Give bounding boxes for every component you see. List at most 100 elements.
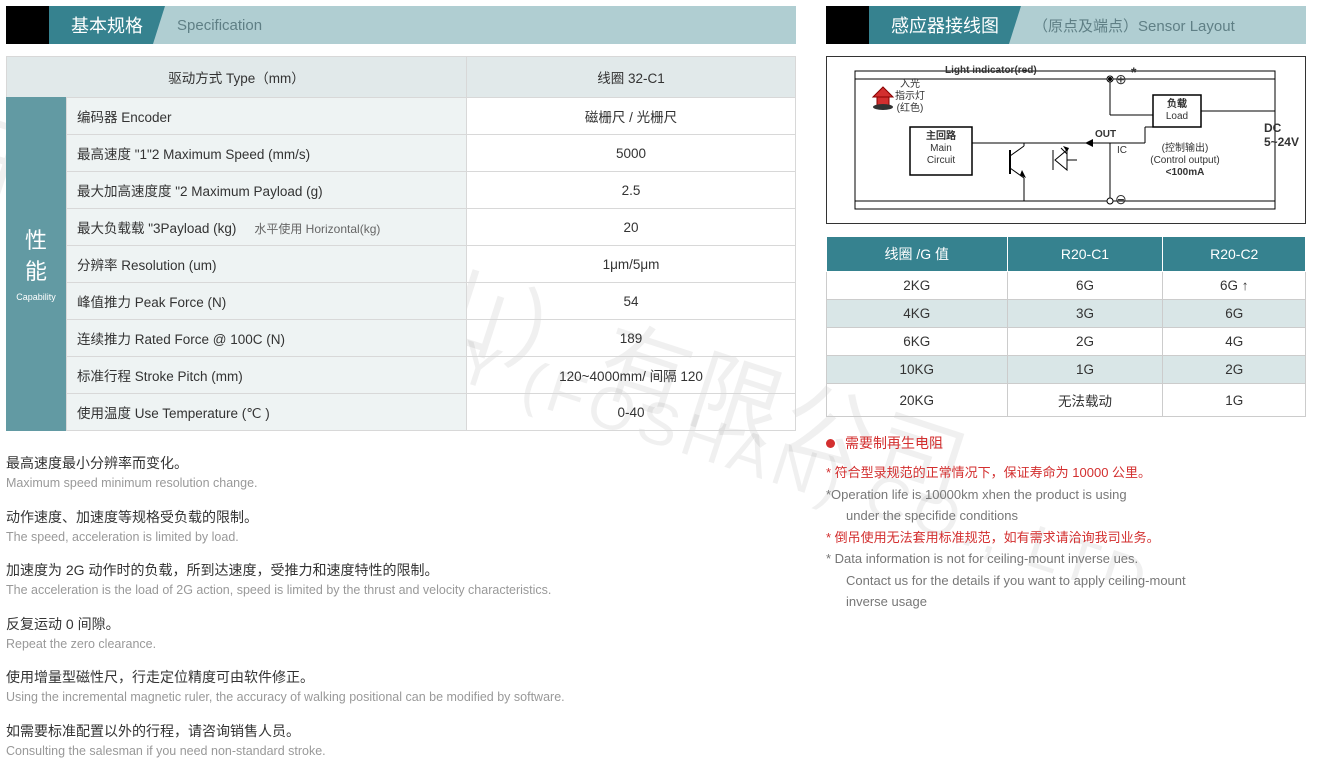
- diag-main-cn: 主回路: [915, 131, 967, 143]
- sensor-layout-section: 感应器接线图 （原点及端点）Sensor Layout: [826, 6, 1306, 774]
- coil-cell: 4G: [1163, 328, 1306, 356]
- note-en: The speed, acceleration is limited by lo…: [6, 529, 796, 547]
- coil-header: 线圈 /G 值: [827, 237, 1008, 272]
- spec-row-label: 最大负载载 "3Payload (kg) 水平使用 Horizontal(kg): [67, 209, 467, 246]
- capability-sidebar: 性能 Capability: [6, 97, 66, 431]
- note-cn: 最高速度最小分辨率而变化。: [6, 453, 796, 474]
- note-block: 如需要标准配置以外的行程，请咨询销售人员。Consulting the sale…: [6, 721, 796, 761]
- note-block: 动作速度、加速度等规格受负载的限制。The speed, acceleratio…: [6, 507, 796, 547]
- coil-g-table: 线圈 /G 值R20-C1R20-C22KG6G6G ↑4KG3G6G6KG2G…: [826, 236, 1306, 417]
- spec-row-label: 最大加高速度度 "2 Maximum Payload (g): [67, 172, 467, 209]
- right-note-line: * 倒吊使用无法套用标准规范，如有需求请洽询我司业务。: [826, 528, 1306, 548]
- spec-row-value: 189: [467, 320, 796, 357]
- right-note-line: * Data information is not for ceiling-mo…: [826, 549, 1306, 569]
- diag-ctrl-cn: (控制输出): [1135, 143, 1235, 155]
- coil-cell: 6G ↑: [1163, 272, 1306, 300]
- header-black-block: [826, 6, 870, 44]
- coil-header: R20-C1: [1007, 237, 1163, 272]
- spec-row-value: 0-40: [467, 394, 796, 431]
- spec-row-label: 连续推力 Rated Force @ 100C (N): [67, 320, 467, 357]
- sensor-header-cn: 感应器接线图: [869, 6, 1021, 44]
- coil-cell: 1G: [1163, 384, 1306, 417]
- spec-row-value: 2.5: [467, 172, 796, 209]
- note-block: 加速度为 2G 动作时的负载，所到达速度，受推力和速度特性的限制。The acc…: [6, 560, 796, 600]
- spec-head-value: 线圈 32-C1: [467, 57, 796, 98]
- spec-header-cn: 基本规格: [49, 6, 165, 44]
- coil-cell: 6G: [1007, 272, 1163, 300]
- spec-row-label: 标准行程 Stroke Pitch (mm): [67, 357, 467, 394]
- note-cn: 如需要标准配置以外的行程，请咨询销售人员。: [6, 721, 796, 742]
- diag-dcv: 5~24V: [1264, 135, 1299, 149]
- regen-resistor-text: 需要制再生电阻: [845, 433, 943, 453]
- spec-notes: 最高速度最小分辨率而变化。Maximum speed minimum resol…: [6, 453, 796, 760]
- capability-cn: 性能: [25, 226, 47, 288]
- note-block: 反复运动 0 间隙。Repeat the zero clearance.: [6, 614, 796, 654]
- coil-cell: 3G: [1007, 300, 1163, 328]
- sensor-diagram: Light indicator(red) 入光 指示灯 (红色) 主回路 Mai…: [826, 56, 1306, 224]
- diag-light-indicator: Light indicator(red): [945, 65, 1037, 77]
- regen-resistor-note: 需要制再生电阻: [826, 433, 1306, 453]
- bullet-icon: [826, 439, 835, 448]
- right-note-line: under the specifide conditions: [826, 506, 1306, 526]
- coil-cell: 1G: [1007, 356, 1163, 384]
- diag-plus: ⊕: [1115, 71, 1127, 88]
- right-note-line: * 符合型录规范的正常情况下，保证寿命为 10000 公里。: [826, 463, 1306, 483]
- diag-minus: ⊖: [1115, 191, 1127, 208]
- spec-row-value: 54: [467, 283, 796, 320]
- diag-load-cn: 负载: [1157, 99, 1197, 111]
- note-cn: 反复运动 0 间隙。: [6, 614, 796, 635]
- note-block: 使用增量型磁性尺，行走定位精度可由软件修正。Using the incremen…: [6, 667, 796, 707]
- diag-out: OUT: [1095, 129, 1116, 141]
- spec-row-label: 分辨率 Resolution (um): [67, 246, 467, 283]
- coil-cell: 2KG: [827, 272, 1008, 300]
- spec-section-header: 基本规格 Specification: [6, 6, 796, 44]
- note-en: Using the incremental magnetic ruler, th…: [6, 689, 796, 707]
- note-block: 最高速度最小分辨率而变化。Maximum speed minimum resol…: [6, 453, 796, 493]
- diag-light-cn2: 指示灯: [895, 91, 925, 103]
- specification-section: 基本规格 Specification 驱动方式 Type（mm） 线圈 32-C…: [6, 6, 796, 774]
- note-cn: 加速度为 2G 动作时的负载，所到达速度，受推力和速度特性的限制。: [6, 560, 796, 581]
- spec-row-label: 峰值推力 Peak Force (N): [67, 283, 467, 320]
- spec-body-table: 编码器 Encoder磁栅尺 / 光栅尺最高速度 "1"2 Maximum Sp…: [66, 97, 796, 431]
- note-en: Consulting the salesman if you need non-…: [6, 743, 796, 761]
- diag-light-cn1: 入光: [895, 79, 925, 91]
- spec-row-value: 20: [467, 209, 796, 246]
- spec-row-value: 120~4000mm/ 间隔 120: [467, 357, 796, 394]
- coil-cell: 20KG: [827, 384, 1008, 417]
- diag-load-en: Load: [1157, 111, 1197, 123]
- diag-ctrl-en: (Control output): [1135, 155, 1235, 167]
- spec-head-table: 驱动方式 Type（mm） 线圈 32-C1: [6, 56, 796, 98]
- note-en: The acceleration is the load of 2G actio…: [6, 582, 796, 600]
- capability-en: Capability: [16, 292, 56, 302]
- header-black-block: [6, 6, 50, 44]
- spec-row-label: 编码器 Encoder: [67, 98, 467, 135]
- diag-main-en1: Main: [915, 143, 967, 155]
- spec-header-en: Specification: [153, 6, 796, 44]
- coil-header: R20-C2: [1163, 237, 1306, 272]
- coil-cell: 10KG: [827, 356, 1008, 384]
- spec-row-label: 使用温度 Use Temperature (℃ ): [67, 394, 467, 431]
- diag-dc: DC: [1264, 121, 1299, 135]
- spec-row-value: 1μm/5μm: [467, 246, 796, 283]
- spec-row-value: 5000: [467, 135, 796, 172]
- note-en: Maximum speed minimum resolution change.: [6, 475, 796, 493]
- diag-star: *: [1131, 64, 1136, 81]
- note-en: Repeat the zero clearance.: [6, 636, 796, 654]
- right-note-line: inverse usage: [826, 592, 1306, 612]
- note-cn: 动作速度、加速度等规格受负载的限制。: [6, 507, 796, 528]
- coil-cell: 2G: [1163, 356, 1306, 384]
- right-footnotes: * 符合型录规范的正常情况下，保证寿命为 10000 公里。*Operation…: [826, 463, 1306, 612]
- coil-cell: 4KG: [827, 300, 1008, 328]
- coil-cell: 无法载动: [1007, 384, 1163, 417]
- diag-ic: IC: [1117, 145, 1127, 157]
- spec-row-label: 最高速度 "1"2 Maximum Speed (mm/s): [67, 135, 467, 172]
- right-note-line: Contact us for the details if you want t…: [826, 571, 1306, 591]
- coil-cell: 6G: [1163, 300, 1306, 328]
- sensor-section-header: 感应器接线图 （原点及端点）Sensor Layout: [826, 6, 1306, 44]
- note-cn: 使用增量型磁性尺，行走定位精度可由软件修正。: [6, 667, 796, 688]
- coil-cell: 2G: [1007, 328, 1163, 356]
- diag-light-cn3: (红色): [895, 103, 925, 115]
- coil-cell: 6KG: [827, 328, 1008, 356]
- sensor-header-en: （原点及端点）Sensor Layout: [1009, 6, 1306, 44]
- diag-ctrl-val: <100mA: [1135, 167, 1235, 179]
